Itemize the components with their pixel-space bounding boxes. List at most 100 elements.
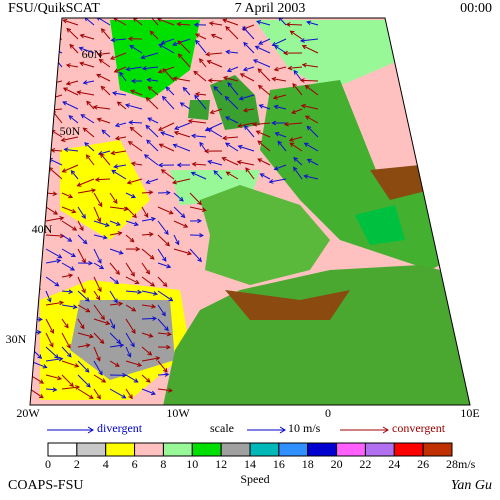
wind-arrow xyxy=(109,332,121,344)
wind-arrow xyxy=(288,66,303,69)
wind-arrow xyxy=(274,66,287,71)
wind-arrow xyxy=(161,38,175,44)
wind-arrow-head xyxy=(130,271,135,277)
wind-arrow xyxy=(226,51,239,54)
wind-arrow-head xyxy=(35,123,41,129)
wind-arrow-head xyxy=(225,171,231,176)
wind-arrow xyxy=(45,276,59,287)
wind-arrow xyxy=(61,386,80,390)
wind-arrow xyxy=(239,94,255,100)
wind-arrow xyxy=(93,234,107,239)
wind-arrow-head xyxy=(271,120,277,126)
colorbar-unit: m/s xyxy=(458,457,476,471)
wind-arrow xyxy=(84,18,95,26)
wind-arrow-head xyxy=(98,202,103,208)
wind-arrow xyxy=(31,171,47,180)
wind-arrow xyxy=(157,262,171,268)
wind-arrow-head xyxy=(96,73,102,79)
wind-arrow xyxy=(193,70,207,82)
wind-arrow xyxy=(147,18,159,26)
lat-label: 50N xyxy=(60,124,81,138)
wind-arrow xyxy=(109,318,115,329)
wind-arrow-head xyxy=(162,282,168,288)
wind-arrow xyxy=(109,276,119,284)
wind-arrow-head xyxy=(283,50,288,56)
wind-arrow-head xyxy=(34,103,40,108)
wind-arrow xyxy=(109,262,120,275)
wind-arrow-head xyxy=(161,95,167,101)
wind-arrow xyxy=(35,103,47,110)
convergent-label: convergent xyxy=(392,421,446,435)
wind-arrow-head xyxy=(301,62,307,68)
wind-arrow-head xyxy=(273,166,279,171)
wind-arrow-head xyxy=(39,379,45,384)
wind-arrow-head xyxy=(30,114,34,120)
wind-arrow xyxy=(195,93,207,96)
wind-arrow xyxy=(61,346,72,358)
map-frame xyxy=(29,17,471,406)
wind-arrow xyxy=(225,116,239,124)
colorbar-box xyxy=(105,442,136,457)
wind-arrow xyxy=(180,102,191,110)
wind-arrow xyxy=(172,178,191,184)
wind-arrow-head xyxy=(258,104,264,109)
wind-arrow xyxy=(305,85,319,96)
wind-arrow-head xyxy=(34,150,40,155)
wind-arrow-head xyxy=(271,76,277,82)
wind-arrow xyxy=(125,234,135,243)
wind-arrow-head xyxy=(97,287,102,293)
wind-arrow xyxy=(244,125,255,138)
lon-label: 20W xyxy=(16,406,40,420)
wind-arrow xyxy=(272,38,287,46)
wind-arrow-head xyxy=(259,173,265,178)
wind-arrow xyxy=(36,50,47,54)
wind-arrow-head xyxy=(306,20,312,26)
wind-arrow xyxy=(147,117,159,124)
wind-arrow-head xyxy=(99,339,105,345)
wind-arrow xyxy=(125,276,139,284)
wind-arrow xyxy=(165,86,175,96)
wind-arrow xyxy=(189,192,202,205)
wind-arrow xyxy=(141,332,153,338)
wind-arrow-head xyxy=(207,159,213,165)
wind-arrow-head xyxy=(149,30,155,36)
wind-arrow xyxy=(178,53,191,68)
wind-arrow-head xyxy=(221,157,227,162)
wind-arrow-head xyxy=(117,231,123,236)
wind-arrow xyxy=(258,38,271,45)
wind-arrow-head xyxy=(113,68,119,73)
wind-arrow-head xyxy=(152,291,158,296)
wind-arrow-head xyxy=(17,126,21,130)
wind-arrow xyxy=(227,66,239,72)
wind-arrow-head xyxy=(257,84,263,90)
wind-arrow-head xyxy=(69,382,74,388)
wind-arrow-head xyxy=(75,385,81,390)
wind-arrow xyxy=(115,122,127,127)
wind-arrow xyxy=(66,80,79,85)
wind-arrow xyxy=(173,144,191,152)
wind-arrow-head xyxy=(49,107,55,113)
wind-arrow xyxy=(77,91,95,96)
wind-arrow xyxy=(33,157,47,166)
wind-arrow-head xyxy=(68,193,74,199)
wind-arrow xyxy=(174,122,191,130)
wind-arrow xyxy=(93,106,111,110)
wind-arrow-head xyxy=(148,190,154,195)
wind-arrow-head xyxy=(123,206,129,212)
wind-arrow-head xyxy=(76,90,82,95)
wind-arrow xyxy=(293,157,303,166)
wind-arrow xyxy=(141,52,159,59)
wind-arrow xyxy=(305,115,319,124)
wind-arrow-head xyxy=(42,364,48,369)
wind-arrow-head xyxy=(35,49,41,54)
wind-arrow xyxy=(157,304,166,316)
wind-arrow xyxy=(93,276,102,292)
wind-arrow-head xyxy=(236,159,242,165)
wind-arrow-head xyxy=(306,158,312,164)
wind-arrow-head xyxy=(287,65,293,71)
wind-arrow xyxy=(292,83,303,96)
wind-arrow-head xyxy=(157,69,163,74)
wind-arrow-head xyxy=(191,133,196,139)
wind-arrow-head xyxy=(239,73,245,78)
footer-right: Yan Gu xyxy=(451,478,492,493)
